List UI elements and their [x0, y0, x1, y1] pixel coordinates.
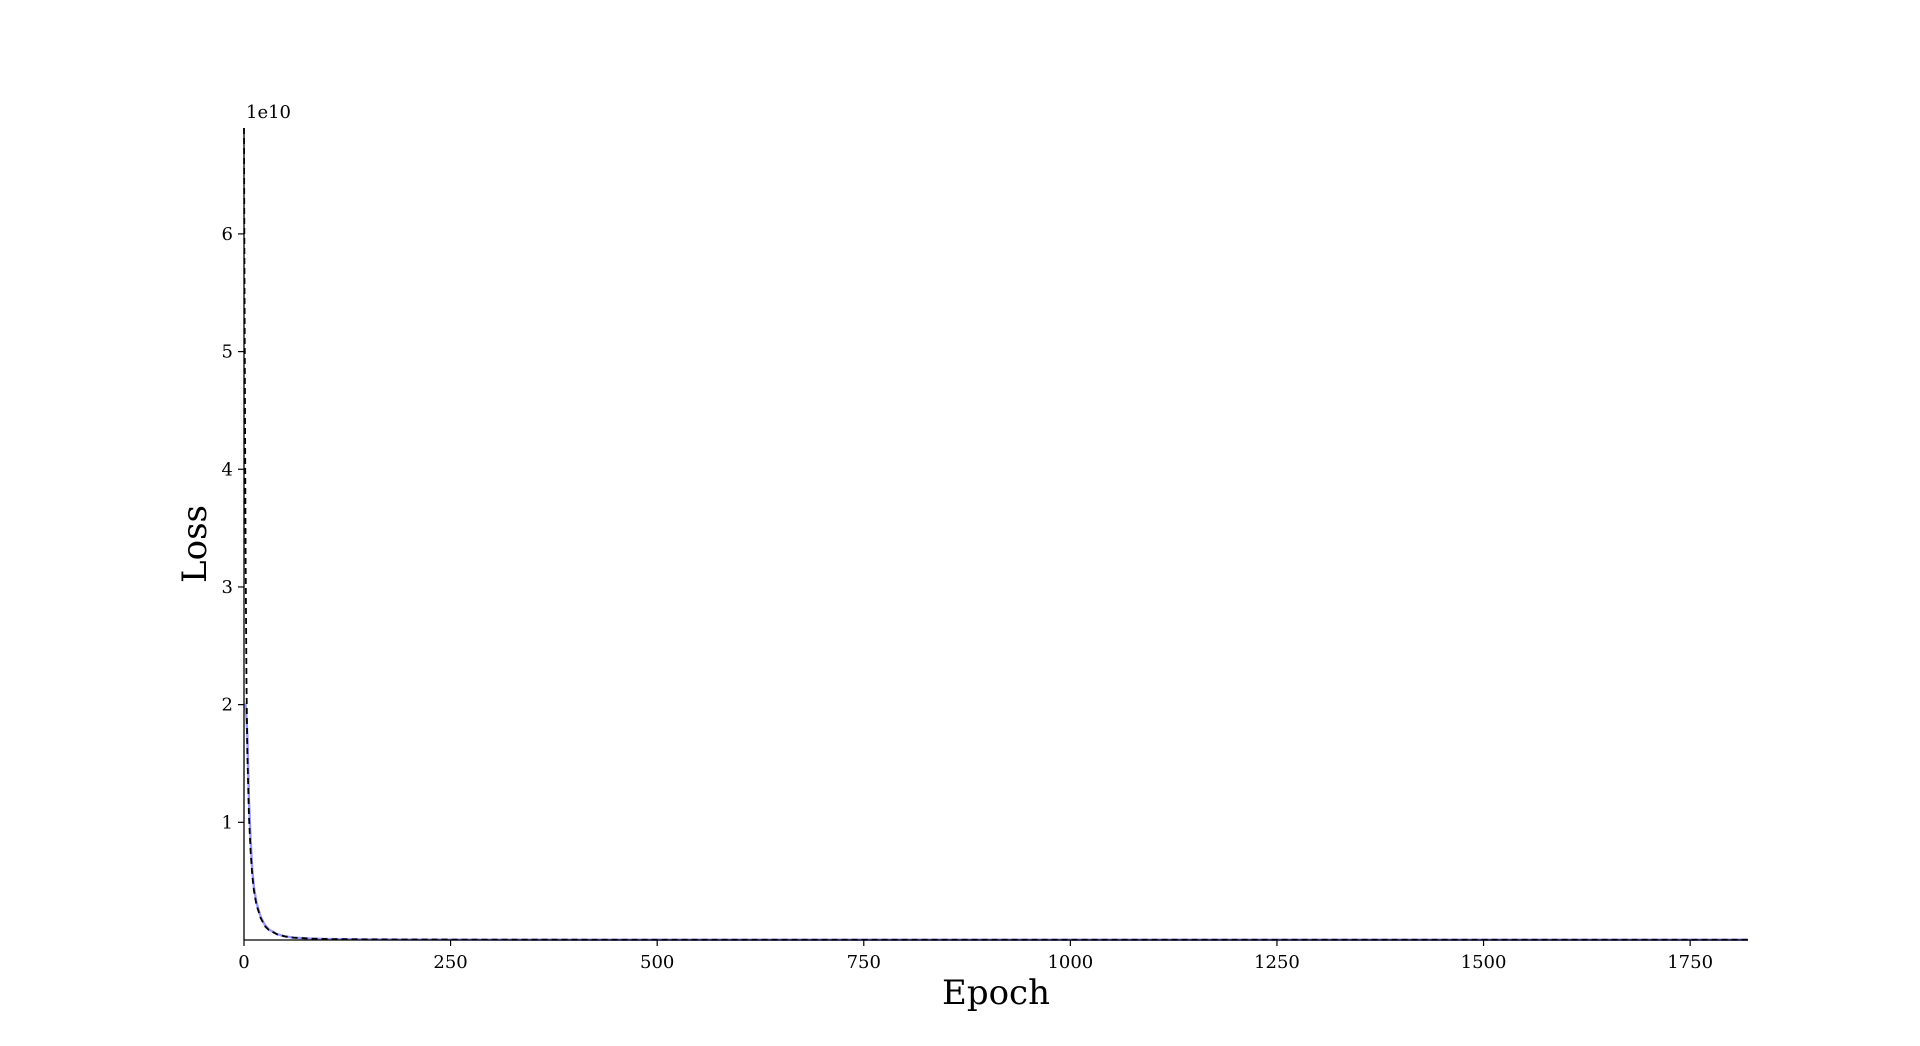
x-tick-label: 1500 — [1461, 952, 1507, 973]
axes-layer: 0 250 500 750 1000 1250 1500 1750 1 2 3 4 5 6 — [222, 128, 1748, 973]
series-layer — [243, 127, 1748, 941]
x-tick-label: 1750 — [1667, 952, 1713, 973]
y-tick-label: 4 — [222, 459, 233, 480]
y-offset-label: 1e10 — [246, 102, 291, 123]
x-tick-label: 500 — [640, 952, 674, 973]
y-tick-label: 3 — [222, 577, 233, 598]
y-tick-label: 2 — [222, 695, 233, 716]
y-tick-label: 5 — [222, 342, 233, 363]
y-tick-label: 6 — [222, 224, 233, 245]
x-tick-label: 250 — [433, 952, 467, 973]
x-tick-label: 750 — [847, 952, 881, 973]
x-axis-title: Epoch — [942, 973, 1050, 1013]
series-line-2 — [243, 127, 1748, 941]
x-tick-label: 1250 — [1254, 952, 1300, 973]
series-line-1 — [244, 703, 1748, 941]
x-tick-label: 1000 — [1047, 952, 1093, 973]
x-tick-label: 0 — [238, 952, 249, 973]
y-tick-label: 1 — [222, 812, 233, 833]
y-axis-title: Loss — [175, 505, 215, 583]
